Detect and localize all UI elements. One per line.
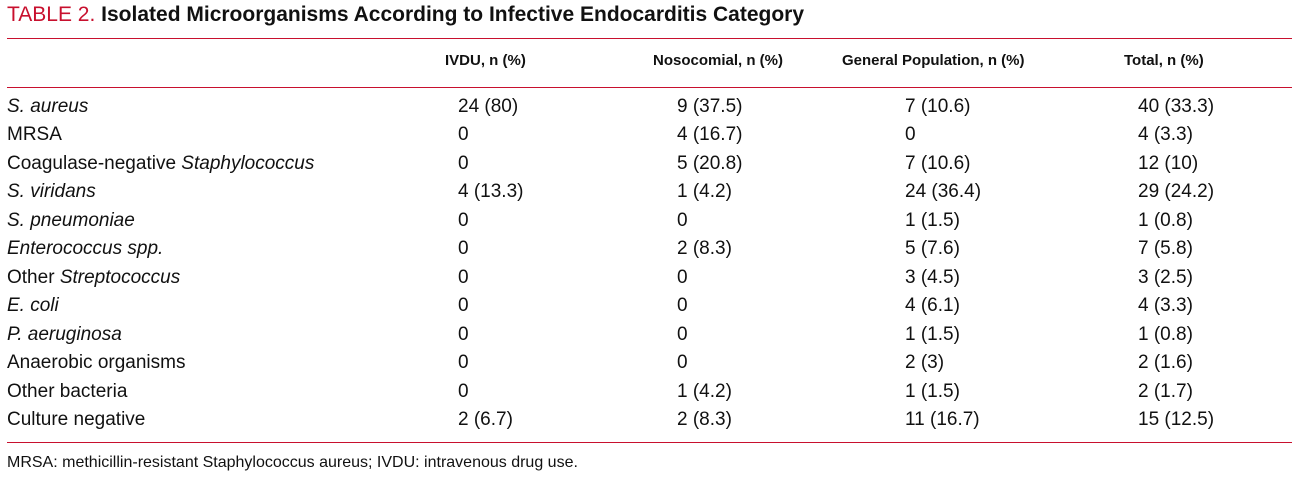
cell: 7 (10.6) [905, 152, 971, 174]
cell: 4 (3.3) [1138, 295, 1193, 317]
row-label: P. aeruginosa [7, 324, 122, 346]
cell: 11 (16.7) [905, 408, 980, 430]
cell: 24 (36.4) [905, 181, 982, 203]
label-part: E. coli [7, 295, 59, 317]
column-header: Total, n (%) [1124, 52, 1204, 69]
cell: 2 (8.3) [677, 408, 732, 430]
cell: 15 (12.5) [1138, 408, 1215, 430]
cell: 40 (33.3) [1138, 96, 1215, 117]
cell: 0 [458, 238, 469, 260]
cell: 0 [677, 323, 688, 345]
label-part: S. pneumoniae [7, 209, 135, 231]
cell: 1 (0.8) [1138, 209, 1193, 231]
cell: 1 (1.5) [905, 209, 960, 231]
cell: 0 [458, 323, 469, 345]
label-part: Enterococcus spp. [7, 238, 164, 260]
row-label: S. viridans [7, 181, 96, 203]
cell: 24 (80) [458, 96, 519, 117]
row-label: S. aureus [7, 96, 88, 118]
cell: 0 [905, 124, 916, 146]
cell: 0 [677, 352, 688, 374]
cell: 9 (37.5) [677, 96, 743, 117]
label-part: S. viridans [7, 181, 96, 203]
row-label: Anaerobic organisms [7, 352, 185, 374]
rule [7, 38, 1292, 39]
rule [7, 442, 1292, 443]
cell: 0 [458, 209, 469, 231]
row-label: Culture negative [7, 409, 145, 431]
row-label: Other bacteria [7, 381, 127, 403]
cell: 0 [677, 295, 688, 317]
cell: 0 [458, 352, 469, 374]
row-label: Coagulase-negative Staphylococcus [7, 153, 314, 175]
label-part: Coagulase-negative [7, 152, 182, 174]
cell: 2 (3) [905, 352, 945, 374]
cell: 4 (3.3) [1138, 124, 1193, 146]
column-header: Nosocomial, n (%) [653, 52, 784, 69]
cell: 2 (6.7) [458, 408, 513, 430]
row-label: Enterococcus spp. [7, 238, 163, 260]
cell: 5 (7.6) [905, 238, 960, 260]
cell: 4 (6.1) [905, 295, 960, 317]
row-label: MRSA [7, 124, 62, 146]
cell: 7 (5.8) [1138, 238, 1193, 260]
cell: 0 [458, 124, 469, 146]
column-header: General Population, n (%) [842, 52, 1025, 69]
cell: 0 [458, 152, 469, 174]
cell: 0 [458, 295, 469, 317]
table-label: TABLE 2. [7, 3, 96, 26]
label-part: Anaerobic organisms [7, 352, 186, 374]
row-label: Other Streptococcus [7, 267, 180, 289]
cell: 4 (16.7) [677, 124, 743, 146]
label-part: Other [7, 266, 60, 288]
cell: 4 (13.3) [458, 181, 524, 203]
cell: 1 (1.5) [905, 323, 960, 345]
cell: 0 [677, 266, 688, 288]
label-part: Streptococcus [59, 266, 181, 288]
label-part: Other bacteria [7, 380, 128, 402]
label-part: Culture negative [7, 408, 146, 430]
row-label: S. pneumoniae [7, 210, 135, 232]
cell: 1 (4.2) [677, 181, 732, 203]
cell: 0 [458, 266, 469, 288]
label-part: Staphylococcus [181, 152, 315, 174]
cell: 2 (1.7) [1138, 380, 1193, 402]
label-part: MRSA [7, 124, 62, 146]
cell: 7 (10.6) [905, 96, 971, 117]
cell: 12 (10) [1138, 152, 1199, 174]
cell: 5 (20.8) [677, 152, 743, 174]
cell: 29 (24.2) [1138, 181, 1215, 203]
cell: 1 (0.8) [1138, 323, 1193, 345]
table-title: TABLE 2. Isolated Microorganisms Accordi… [7, 3, 804, 27]
cell: 2 (8.3) [677, 238, 732, 260]
label-part: S. aureus [7, 96, 89, 117]
footnote: MRSA: methicillin-resistant Staphylococc… [7, 454, 578, 471]
row-label: E. coli [7, 295, 59, 317]
label-part: P. aeruginosa [7, 323, 122, 345]
title-text: Isolated Microorganisms According to Inf… [101, 3, 805, 26]
cell: 1 (4.2) [677, 380, 732, 402]
cell: 0 [677, 209, 688, 231]
column-header: IVDU, n (%) [445, 52, 526, 69]
cell: 3 (4.5) [905, 266, 960, 288]
cell: 1 (1.5) [905, 380, 960, 402]
cell: 2 (1.6) [1138, 352, 1193, 374]
cell: 0 [458, 380, 469, 402]
rule [7, 87, 1292, 88]
cell: 3 (2.5) [1138, 266, 1193, 288]
